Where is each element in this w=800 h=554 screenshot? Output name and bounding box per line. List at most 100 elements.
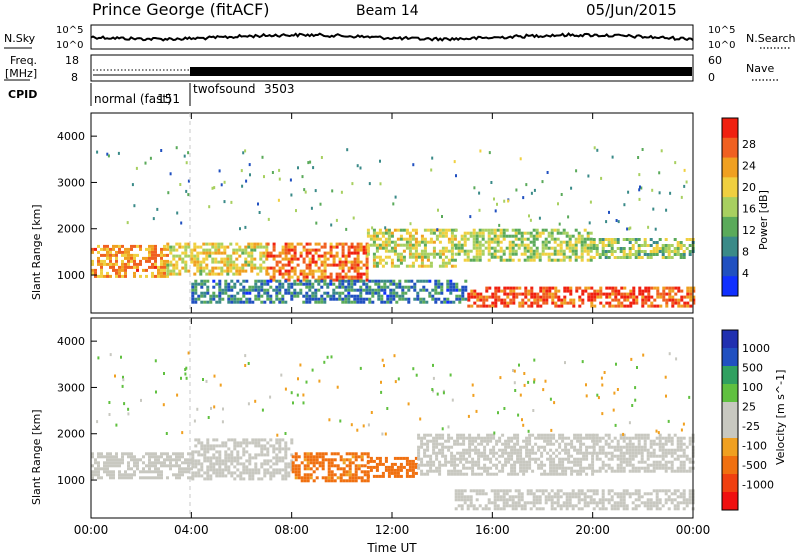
heatmap-cell — [417, 454, 421, 458]
heatmap-cell — [574, 252, 578, 256]
heatmap-cell — [393, 462, 397, 466]
heatmap-cell — [562, 231, 566, 235]
heatmap-cell — [444, 255, 448, 259]
heatmap-cell — [404, 291, 408, 295]
heatmap-cell — [342, 467, 346, 471]
heatmap-cell — [91, 247, 94, 251]
heatmap-cell — [112, 458, 115, 462]
heatmap-cell — [396, 228, 400, 232]
heatmap-cell — [489, 433, 493, 437]
heatmap-cell — [601, 507, 605, 511]
heatmap-cell — [546, 451, 550, 455]
heatmap-cell — [426, 463, 430, 467]
heatmap-cell — [175, 464, 178, 468]
heatmap-cell — [194, 291, 198, 295]
heatmap-cell — [214, 251, 218, 255]
heatmap-speckle — [261, 155, 264, 159]
heatmap-cell — [491, 292, 495, 296]
heatmap-cell — [393, 471, 397, 475]
heatmap-cell — [655, 495, 659, 499]
heatmap-cell — [414, 243, 418, 247]
heatmap-cell — [679, 454, 683, 458]
heatmap-cell — [529, 231, 533, 235]
heatmap-cell — [527, 292, 531, 296]
heatmap-speckle — [615, 219, 618, 222]
heatmap-cell — [619, 256, 623, 259]
heatmap-cell — [631, 451, 635, 455]
heatmap-cell — [646, 501, 650, 505]
heatmap-cell — [311, 260, 315, 264]
heatmap-cell — [248, 453, 252, 457]
heatmap-cell — [662, 295, 666, 299]
heatmap-cell — [420, 445, 424, 449]
heatmap-cell — [136, 268, 139, 272]
heatmap-cell — [303, 479, 307, 483]
heatmap-cell — [347, 266, 351, 270]
heatmap-cell — [378, 237, 382, 241]
heatmap-cell — [284, 468, 288, 472]
heatmap-cell — [548, 295, 552, 299]
heatmap-cell — [317, 282, 321, 286]
heatmap-cell — [528, 433, 532, 437]
heatmap-cell — [191, 471, 195, 475]
heatmap-cell — [543, 472, 547, 476]
heatmap-cell — [323, 279, 327, 283]
heatmap-cell — [248, 441, 252, 445]
heatmap-cell — [438, 264, 442, 268]
heatmap-cell — [251, 288, 255, 292]
heatmap-cell — [432, 246, 436, 250]
heatmap-cell — [202, 260, 206, 264]
heatmap-cell — [536, 301, 540, 305]
heatmap-cell — [500, 289, 504, 293]
heatmap-cell — [377, 285, 381, 289]
heatmap-speckle — [384, 226, 387, 230]
heatmap-cell — [187, 464, 190, 468]
heatmap-cell — [387, 255, 391, 259]
heatmap-cell — [583, 228, 587, 232]
heatmap-cell — [242, 441, 246, 445]
heatmap-cell — [468, 451, 472, 455]
heatmap-cell — [269, 465, 273, 469]
heatmap-cell — [670, 256, 674, 259]
heatmap-cell — [512, 289, 516, 293]
heatmap-cell — [226, 254, 230, 258]
heatmap-cell — [523, 507, 527, 511]
heatmap-cell — [269, 300, 273, 304]
heatmap-cell — [212, 279, 216, 283]
heatmap-cell — [330, 458, 334, 462]
heatmap-cell — [501, 466, 505, 470]
heatmap-cell — [656, 289, 660, 293]
heatmap-cell — [483, 469, 487, 473]
heatmap-cell — [664, 439, 668, 443]
heatmap-cell — [284, 447, 288, 451]
heatmap-cell — [544, 489, 548, 493]
heatmap-cell — [350, 288, 354, 292]
heatmap-cell — [585, 466, 589, 470]
heatmap-cell — [570, 442, 574, 446]
heatmap-cell — [647, 292, 651, 296]
heatmap-cell — [493, 255, 497, 259]
heatmap-cell — [658, 460, 662, 464]
heatmap-speckle — [359, 166, 362, 170]
heatmap-cell — [154, 470, 157, 474]
heatmap-cell — [333, 473, 337, 477]
heatmap-cell — [359, 242, 363, 246]
heatmap-cell — [347, 285, 351, 289]
heatmap-cell — [278, 441, 282, 445]
heatmap-cell — [157, 470, 160, 474]
heatmap-cell — [463, 240, 467, 244]
heatmap-cell — [559, 240, 563, 244]
heatmap-cell — [552, 463, 556, 467]
heatmap-cell — [532, 234, 536, 238]
heatmap-cell — [670, 492, 674, 496]
heatmap-cell — [266, 272, 270, 276]
heatmap-cell — [377, 294, 381, 298]
heatmap-cell — [378, 459, 382, 463]
heatmap-cell — [517, 492, 521, 496]
heatmap-cell — [308, 260, 312, 264]
heatmap-cell — [582, 436, 586, 440]
heatmap-cell — [507, 442, 511, 446]
heatmap-speckle — [247, 402, 250, 406]
heatmap-cell — [613, 250, 617, 253]
heatmap-cell — [513, 448, 517, 452]
